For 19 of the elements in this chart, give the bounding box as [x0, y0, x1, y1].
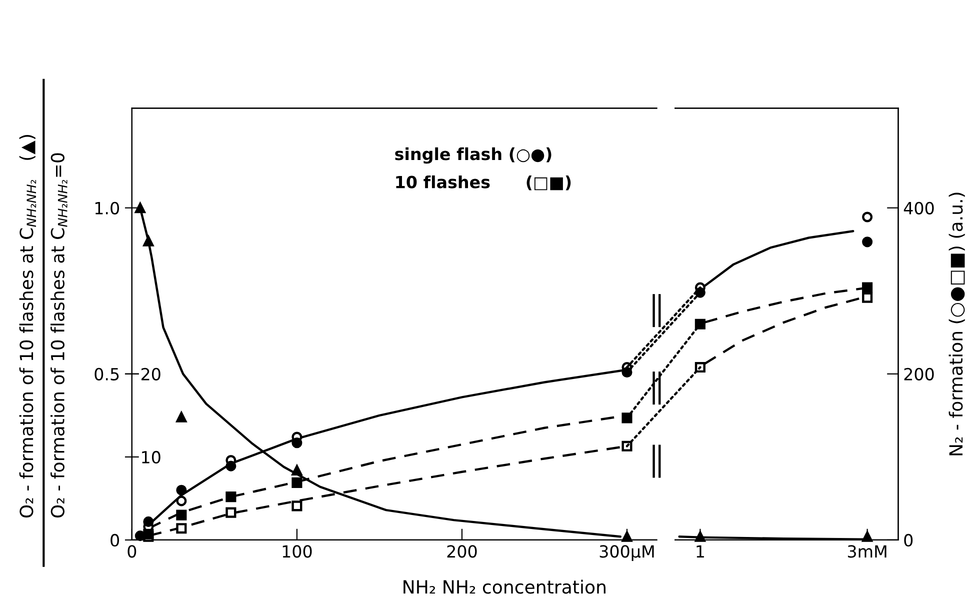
x-tick-label: 100: [282, 545, 312, 558]
x-tick-label: 300µM: [600, 545, 654, 561]
x-tick-label: 0: [128, 545, 136, 558]
y2-tick-label: 400: [904, 202, 934, 214]
y-tick-label: 0: [110, 534, 120, 547]
y3-tick-label: 10: [142, 450, 160, 464]
x-tick-label: 3mM: [848, 545, 886, 558]
y2-tick-label: 0: [904, 534, 913, 547]
annotation: single flash (○●): [395, 147, 552, 164]
text: O₂ - formation of 10 flashes at C$_{NH₂NH₂}$ (▲) O₂ - formation of 10 flashes at C$_{NH₂NH₂}$=0: [19, 135, 68, 518]
y-tick-label: 0.5: [94, 368, 119, 380]
annotation: 10 flashes (□■): [396, 175, 571, 190]
x-tick-label: 200: [447, 545, 477, 558]
x-tick-label: 1: [696, 545, 704, 558]
y2-tick-label: 200: [904, 368, 934, 380]
x-axis-title: NH₂ NH₂ concentration: [404, 580, 606, 594]
y2-axis-title: N₂ - formation (○●□■) (a.u.): [948, 192, 965, 456]
y-tick-label: 1.0: [95, 202, 120, 214]
y3-tick-label: 20: [141, 368, 160, 380]
